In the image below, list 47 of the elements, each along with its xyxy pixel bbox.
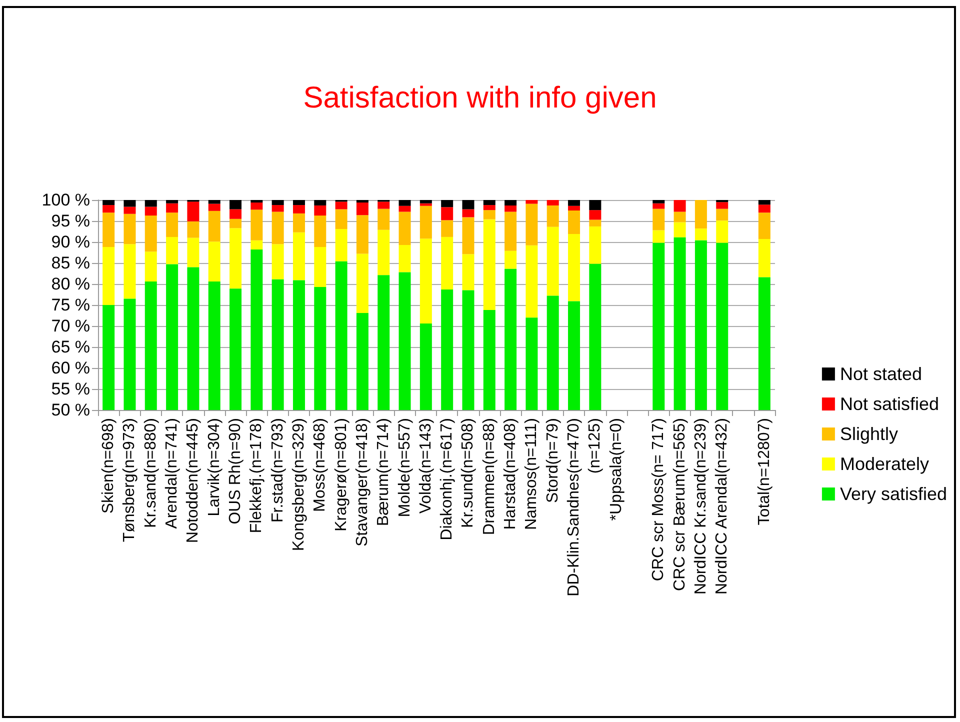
x-tick-label: CRC scr Moss(n= 717) <box>650 418 668 582</box>
x-tick-label: Kongsberg(n=329) <box>290 418 308 551</box>
x-tick-label: Stord(n=79) <box>544 418 562 503</box>
x-tick-label: Total(n=12807) <box>756 418 773 526</box>
x-tick-label: Larvik(n=304) <box>206 418 223 516</box>
x-tick-label: Volda(n=143) <box>417 418 434 514</box>
legend-label: Not stated <box>840 364 922 384</box>
y-tick-label: 55 % <box>51 380 90 398</box>
x-tick-label: Skien(n=698) <box>100 418 118 514</box>
x-tick-label: Moss(n=468) <box>312 418 329 512</box>
x-tick-label: (n=125) <box>586 418 604 474</box>
x-tick-label: *Uppsala(n=0) <box>608 418 625 521</box>
y-tick-label: 85 % <box>51 254 90 272</box>
x-tick-label: Molde(n=557) <box>396 418 414 518</box>
x-tick-label: Kr.sand(n=880) <box>142 418 160 528</box>
legend-label: Very satisfied <box>840 484 948 504</box>
y-tick-label: 90 % <box>51 232 90 252</box>
y-tick-label: 70 % <box>51 316 90 336</box>
x-tick-label: Namsos(n=111) <box>523 418 540 530</box>
legend-label: Slightly <box>840 424 898 444</box>
chart-title: Satisfaction with info given <box>303 82 657 114</box>
y-tick-label: 50 % <box>51 400 90 420</box>
x-tick-label: Diakonhj.(n=617) <box>438 418 456 540</box>
x-tick-label: Stavanger(n=418) <box>354 418 371 547</box>
x-tick-label: DD-Klin.Sandnes(n=470) <box>566 418 583 596</box>
y-tick-label: 75 % <box>51 296 90 314</box>
y-tick-label: 65 % <box>51 338 90 356</box>
x-tick-label: Fr.stad(n=793) <box>269 418 286 522</box>
x-tick-label: NordICC Arendal(n=432) <box>714 418 731 595</box>
y-tick-label: 80 % <box>51 274 90 294</box>
x-tick-label: CRC scr Bærum(n=565) <box>671 418 688 591</box>
x-tick-label: Tønsberg(n=973) <box>121 418 138 542</box>
x-tick-label: OUS Rh(n=90) <box>227 418 244 524</box>
x-tick-label: Notodden(n=445) <box>184 418 202 543</box>
x-tick-label: Bærum(n=714) <box>375 418 392 526</box>
x-tick-label: Drammen(n=88) <box>480 418 498 535</box>
y-tick-label: 60 % <box>51 358 90 378</box>
x-tick-label: Kr.sund(n=508) <box>460 418 477 528</box>
y-tick-label: 100 % <box>42 190 90 210</box>
x-tick-label: NordICC Kr.sand(n=239) <box>692 418 710 595</box>
legend-label: Moderately <box>840 454 929 474</box>
x-tick-label: Flekkefj.(n=178) <box>248 418 266 534</box>
x-tick-label: Arendal(n=741) <box>164 418 181 529</box>
x-tick-label: Harstad(n=408) <box>502 418 520 530</box>
x-tick-label: Kragerø(n=801) <box>332 418 350 532</box>
y-tick-label: 95 % <box>51 212 90 230</box>
legend-label: Not satisfied <box>840 394 939 414</box>
